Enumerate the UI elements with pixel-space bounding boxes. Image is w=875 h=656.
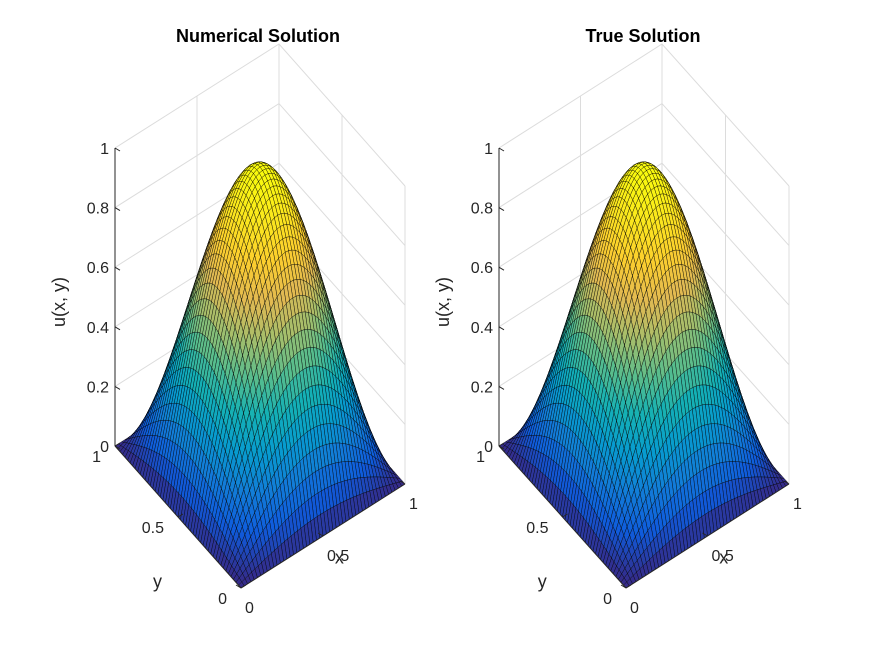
z-tick-label: 0 bbox=[100, 439, 109, 456]
x-tick-label: 1 bbox=[409, 496, 418, 513]
z-tick-mark bbox=[114, 326, 121, 331]
z-tick-mark bbox=[114, 147, 121, 152]
z-tick-label: 0.4 bbox=[87, 320, 109, 337]
z-tick-mark bbox=[114, 266, 121, 271]
z-tick-label: 0.2 bbox=[87, 379, 109, 396]
z-tick-label: 1 bbox=[100, 141, 109, 158]
x-axis-label: x bbox=[335, 548, 344, 568]
chart-title: Numerical Solution bbox=[176, 26, 340, 46]
z-axis-label: u(x, y) bbox=[49, 277, 69, 327]
y-tick-label: 1 bbox=[92, 449, 101, 466]
y-axis-label: y bbox=[153, 572, 162, 592]
z-tick-label: 0.8 bbox=[87, 201, 109, 218]
z-tick-mark bbox=[114, 385, 121, 390]
y-tick-label: 0 bbox=[218, 591, 227, 608]
z-tick-mark bbox=[114, 207, 121, 212]
y-tick-label: 0.5 bbox=[142, 520, 164, 537]
surface-mesh bbox=[114, 161, 406, 589]
x-tick-label: 0 bbox=[245, 600, 254, 617]
z-tick-label: 0.6 bbox=[87, 260, 109, 277]
